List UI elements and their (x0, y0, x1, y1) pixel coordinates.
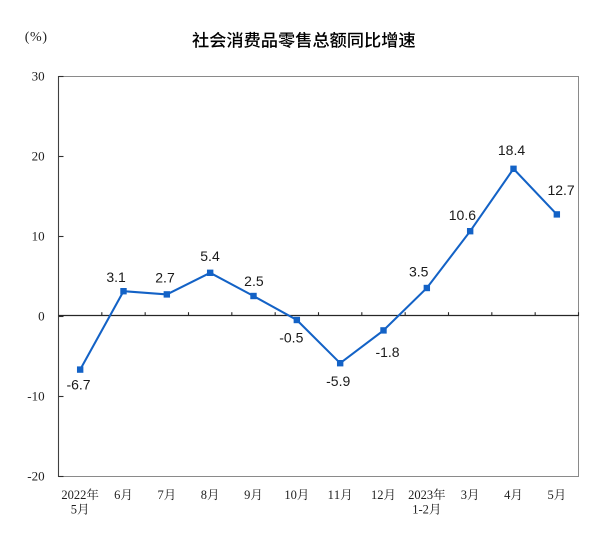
svg-text:1-2: 1-2 (412, 503, 429, 517)
svg-text:-20: -20 (27, 468, 44, 483)
svg-text:2.5: 2.5 (244, 273, 264, 289)
svg-text:12.7: 12.7 (547, 182, 574, 198)
svg-text:2.7: 2.7 (155, 270, 175, 286)
svg-text:-0.5: -0.5 (279, 329, 303, 345)
svg-text:5: 5 (547, 488, 553, 502)
svg-text:-6.7: -6.7 (66, 377, 90, 393)
svg-text:2023: 2023 (408, 488, 433, 502)
svg-text:3: 3 (461, 488, 467, 502)
svg-text:10: 10 (32, 228, 45, 243)
svg-text:10: 10 (284, 488, 297, 502)
svg-text:8: 8 (201, 488, 207, 502)
svg-text:-10: -10 (27, 388, 44, 403)
svg-text:-1.8: -1.8 (375, 344, 399, 360)
svg-text:30: 30 (32, 68, 45, 83)
svg-text:5.4: 5.4 (200, 248, 220, 264)
svg-text:10.6: 10.6 (449, 207, 476, 223)
svg-text:5: 5 (71, 503, 77, 517)
svg-text:18.4: 18.4 (498, 142, 525, 158)
svg-text:4: 4 (504, 488, 511, 502)
svg-text:3.1: 3.1 (106, 269, 126, 285)
svg-text:12: 12 (371, 488, 384, 502)
svg-text:(%): (%) (25, 30, 48, 45)
svg-text:0: 0 (38, 308, 45, 323)
svg-text:-5.9: -5.9 (326, 373, 350, 389)
svg-text:9: 9 (244, 488, 250, 502)
svg-text:6: 6 (114, 488, 120, 502)
svg-text:20: 20 (32, 148, 45, 163)
svg-text:2022: 2022 (61, 488, 86, 502)
svg-text:7: 7 (157, 488, 163, 502)
svg-text:3.5: 3.5 (409, 264, 429, 280)
svg-text:11: 11 (328, 488, 341, 502)
